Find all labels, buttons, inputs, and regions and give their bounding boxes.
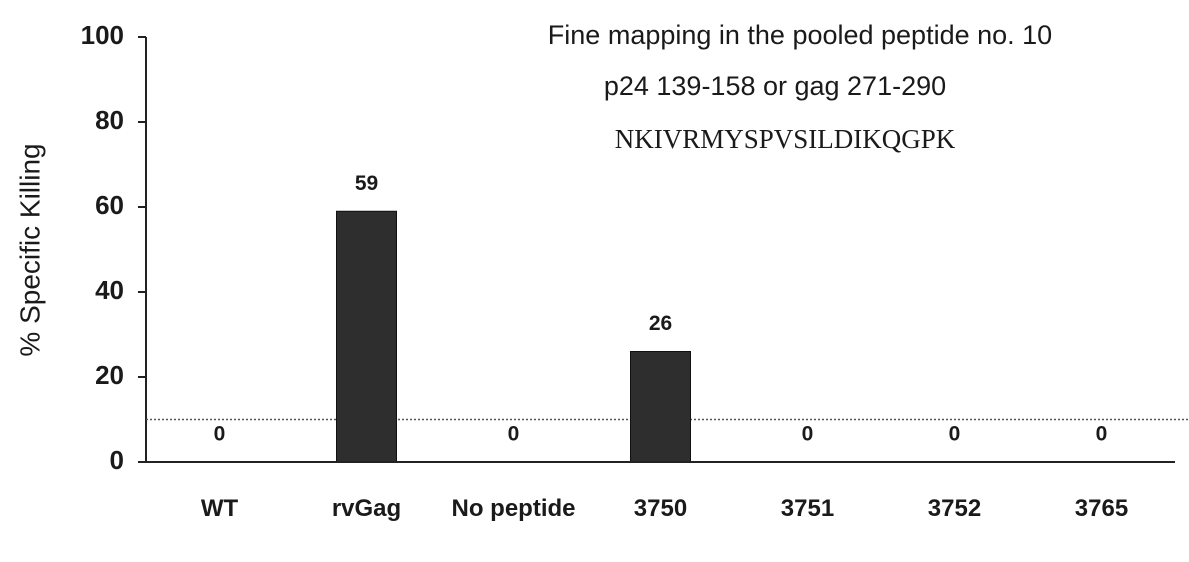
data-label: 0: [1096, 423, 1108, 446]
bar: [630, 351, 691, 463]
annotation: p24 139-158 or gag 271-290: [604, 71, 946, 101]
x-tick-label: 3765: [1074, 495, 1129, 522]
y-tick-label: 100: [81, 20, 124, 50]
x-tick-label: 3750: [633, 495, 688, 522]
x-tick-label: WT: [200, 495, 239, 522]
data-label: 0: [802, 423, 814, 446]
y-tick-label: 0: [110, 445, 124, 475]
data-label: 26: [649, 312, 672, 335]
x-tick-label: 3751: [780, 495, 835, 522]
x-tick-label: 3752: [927, 495, 982, 522]
annotation: Fine mapping in the pooled peptide no. 1…: [548, 20, 1052, 50]
y-tick-label: 60: [95, 190, 124, 220]
data-label: 0: [214, 423, 226, 446]
bar: [336, 210, 397, 463]
x-tick-label: rvGag: [331, 495, 402, 522]
data-label: 59: [355, 172, 378, 195]
y-tick-label: 80: [95, 105, 124, 135]
y-axis-label: % Specific Killing: [14, 143, 45, 356]
annotation: NKIVRMYSPVSILDIKQGPK: [615, 124, 956, 154]
data-label: 0: [949, 423, 961, 446]
x-tick-label: No peptide: [451, 495, 576, 522]
data-label: 0: [508, 423, 520, 446]
y-tick-label: 20: [95, 360, 124, 390]
y-tick-label: 40: [95, 275, 124, 305]
